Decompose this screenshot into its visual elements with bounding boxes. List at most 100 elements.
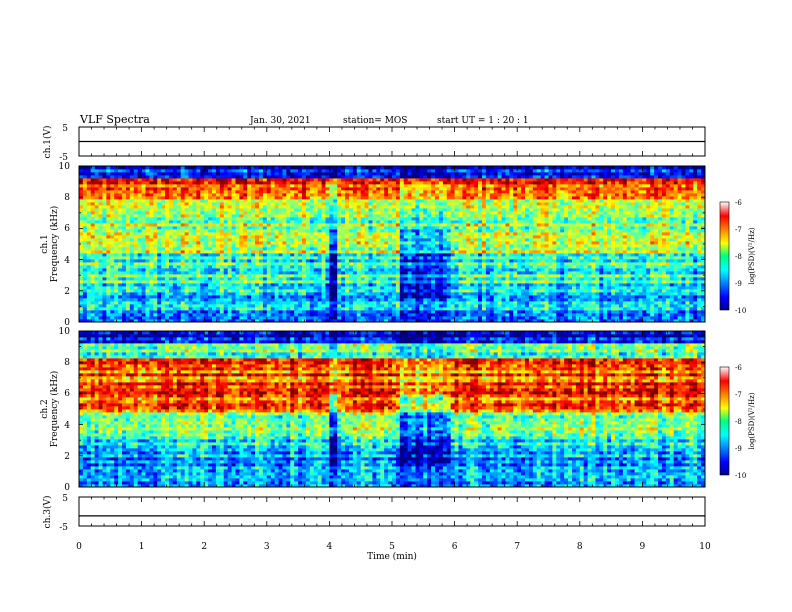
spectrogram-cell bbox=[411, 214, 416, 218]
spectrogram-cell bbox=[114, 259, 119, 263]
spectrogram-cell bbox=[360, 313, 366, 317]
spectrogram-cell bbox=[274, 244, 279, 248]
spectrogram-cell bbox=[395, 316, 401, 320]
spectrogram-cell bbox=[309, 178, 315, 182]
spectrogram-cell bbox=[122, 319, 127, 323]
spectrogram-cell bbox=[133, 208, 139, 212]
spectrogram-cell bbox=[294, 310, 299, 314]
spectrogram-cell bbox=[184, 202, 189, 206]
spectrogram-cell bbox=[356, 310, 362, 314]
spectrogram-cell bbox=[321, 226, 326, 230]
spectrogram-cell bbox=[149, 217, 154, 221]
spectrogram-cell bbox=[161, 262, 166, 266]
spectrogram-cell bbox=[153, 277, 158, 281]
spectrogram-cell bbox=[325, 307, 330, 311]
spectrogram-cell bbox=[348, 196, 354, 200]
spectrogram-cell bbox=[427, 289, 432, 293]
spectrogram-cell bbox=[157, 208, 162, 212]
spectrogram-cell bbox=[145, 214, 150, 218]
spectrogram-cell bbox=[438, 265, 444, 269]
spectrogram-cell bbox=[157, 283, 162, 287]
spectrogram-cell bbox=[294, 307, 299, 311]
spectrogram-cell bbox=[227, 214, 232, 218]
spectrogram-cell bbox=[431, 196, 436, 200]
spectrogram-cell bbox=[305, 205, 311, 209]
spectrogram-cell bbox=[145, 307, 150, 311]
spectrogram-cell bbox=[133, 172, 139, 176]
spectrogram-cell bbox=[129, 319, 135, 323]
spectrogram-cell bbox=[188, 319, 193, 323]
spectrogram-cell bbox=[270, 319, 276, 323]
spectrogram-cell bbox=[235, 274, 240, 278]
spectrogram-cell bbox=[102, 250, 107, 254]
spectrogram-cell bbox=[313, 256, 319, 260]
spectrogram-cell bbox=[90, 253, 96, 257]
spectrogram-cell bbox=[278, 241, 283, 245]
spectrogram-cell bbox=[94, 247, 99, 251]
spectrogram-cell bbox=[215, 229, 221, 233]
spectrogram-cell bbox=[165, 181, 170, 185]
spectrogram-cell bbox=[435, 274, 440, 278]
spectrogram-cell bbox=[227, 268, 232, 272]
spectrogram-cell bbox=[122, 268, 127, 272]
spectrogram-cell bbox=[153, 232, 158, 236]
spectrogram-cell bbox=[309, 304, 315, 308]
spectrogram-cell bbox=[255, 214, 260, 218]
spectrogram-cell bbox=[446, 271, 452, 275]
spectrogram-cell bbox=[137, 226, 142, 230]
spectrogram-cell bbox=[247, 226, 252, 230]
spectrogram-cell bbox=[90, 241, 96, 245]
spectrogram-cell bbox=[168, 190, 174, 194]
spectrogram-cell bbox=[352, 211, 358, 215]
spectrogram-cell bbox=[110, 286, 115, 290]
spectrogram-cell bbox=[427, 253, 432, 257]
spectrogram-cell bbox=[360, 271, 366, 275]
spectrogram-cell bbox=[227, 190, 232, 194]
spectrogram-cell bbox=[337, 253, 342, 257]
spectrogram-cell bbox=[407, 256, 412, 260]
spectrogram-cell bbox=[325, 217, 330, 221]
spectrogram-cell bbox=[168, 223, 174, 227]
spectrogram-cell bbox=[141, 199, 146, 203]
spectrogram-cell bbox=[184, 256, 189, 260]
spectrogram-cell bbox=[94, 178, 99, 182]
spectrogram-cell bbox=[341, 241, 346, 245]
spectrogram-cell bbox=[137, 190, 142, 194]
spectrogram-cell bbox=[125, 310, 131, 314]
spectrogram-cell bbox=[94, 304, 99, 308]
spectrogram-cell bbox=[419, 226, 424, 230]
spectrogram-cell bbox=[341, 220, 346, 224]
spectrogram-cell bbox=[102, 286, 107, 290]
spectrogram-cell bbox=[384, 259, 389, 263]
spectrogram-cell bbox=[337, 301, 342, 305]
spectrogram-cell bbox=[180, 277, 186, 281]
spectrogram-cell bbox=[309, 187, 315, 191]
spectrogram-cell bbox=[278, 289, 283, 293]
spectrogram-cell bbox=[337, 295, 342, 299]
spectrogram-cell bbox=[180, 190, 186, 194]
spectrogram-cell bbox=[133, 268, 139, 272]
spectrogram-cell bbox=[329, 175, 334, 179]
spectrogram-cell bbox=[106, 196, 111, 200]
spectrogram-cell bbox=[192, 298, 197, 302]
spectrogram-cell bbox=[384, 271, 389, 275]
spectrogram-cell bbox=[114, 169, 119, 173]
spectrogram-cell bbox=[380, 313, 385, 317]
spectrogram-cell bbox=[286, 208, 291, 212]
spectrogram-cell bbox=[180, 256, 186, 260]
spectrogram-cell bbox=[333, 271, 338, 275]
spectrogram-cell bbox=[79, 241, 84, 245]
spectrogram-cell bbox=[274, 220, 279, 224]
spectrogram-cell bbox=[102, 211, 107, 215]
spectrogram-cell bbox=[313, 208, 319, 212]
spectrogram-cell bbox=[176, 214, 182, 218]
spectrogram-cell bbox=[325, 250, 330, 254]
spectrogram-cell bbox=[168, 265, 174, 269]
spectrogram-cell bbox=[157, 178, 162, 182]
spectrogram-cell bbox=[286, 184, 291, 188]
spectrogram-cell bbox=[239, 208, 244, 212]
spectrogram-cell bbox=[446, 304, 452, 308]
spectrogram-cell bbox=[298, 256, 303, 260]
spectrogram-cell bbox=[411, 319, 416, 323]
spectrogram-cell bbox=[153, 268, 158, 272]
